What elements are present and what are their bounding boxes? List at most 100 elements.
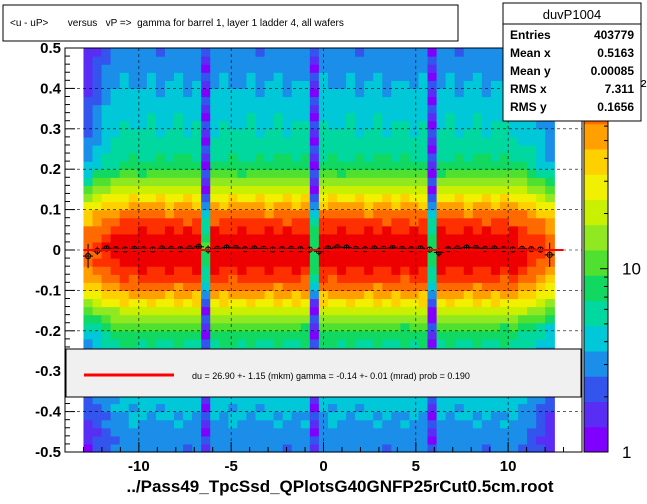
heatmap-cell [83,419,94,429]
heatmap-cell [273,64,284,73]
heatmap-cell [454,274,465,283]
heatmap-cell [237,266,248,275]
heatmap-cell [373,72,383,81]
heatmap-cell [481,290,492,300]
heatmap-cell [246,411,257,421]
heatmap-cell [155,185,166,195]
heatmap-cell [201,427,211,437]
heatmap-cell [355,298,365,308]
heatmap-cell [192,64,202,73]
heatmap-cell [246,403,257,413]
heatmap-cell [101,395,112,405]
heatmap-cell [237,298,248,308]
heatmap-cell [246,161,257,170]
heatmap-cell [545,201,555,211]
heatmap-cell [92,298,103,308]
stats-row-label: Mean x [510,46,551,60]
heatmap-cell [382,306,392,316]
heatmap-cell [219,48,229,57]
heatmap-cell [472,96,483,106]
heatmap-cell [454,64,465,73]
heatmap-cell [382,136,392,146]
heatmap-cell [228,193,238,203]
heatmap-cell [481,217,492,227]
heatmap-cell [255,217,266,227]
heatmap-cell [364,266,374,275]
heatmap-cell [128,427,139,437]
heatmap-cell [545,120,555,130]
heatmap-cell [527,209,537,219]
heatmap-cell [201,290,211,300]
heatmap-cell [481,435,492,445]
heatmap-cell [273,233,284,243]
heatmap-cell [101,144,112,154]
heatmap-cell [364,72,374,81]
heatmap-cell [509,136,519,146]
heatmap-cell [509,177,519,186]
heatmap-cell [327,322,338,332]
heatmap-cell [83,209,94,219]
heatmap-cell [164,250,175,259]
heatmap-cell [201,201,211,211]
heatmap-cell [128,104,139,114]
heatmap-cell [527,225,537,235]
heatmap-cell [454,128,465,138]
heatmap-cell [545,427,555,437]
heatmap-cell [219,266,229,275]
heatmap-cell [490,88,501,98]
heatmap-cell [463,435,474,445]
heatmap-cell [101,435,112,445]
heatmap-cell [445,169,456,178]
heatmap-cell [463,290,474,300]
heatmap-cell [418,104,429,114]
heatmap-cell [382,322,392,332]
heatmap-cell [164,161,175,170]
heatmap-cell [255,64,266,73]
heatmap-cell [346,298,356,308]
heatmap-cell [409,290,420,300]
heatmap-cell [300,104,311,114]
heatmap-cell [237,185,248,195]
heatmap-cell [436,169,447,178]
heatmap-cell [164,266,175,275]
heatmap-cell [282,56,293,65]
heatmap-cell [327,395,338,405]
heatmap-cell [282,233,293,243]
heatmap-cell [201,177,211,186]
heatmap-cell [418,395,429,405]
heatmap-cell [101,427,112,437]
heatmap-cell [445,161,456,170]
heatmap-cell [400,225,411,235]
heatmap-cell [436,322,447,332]
heatmap-cell [418,177,429,186]
heatmap-cell [418,169,429,178]
heatmap-cell [318,322,329,332]
heatmap-cell [327,128,338,138]
heatmap-cell [454,250,465,259]
heatmap-cell [128,136,139,146]
heatmap-cell [192,177,202,186]
heatmap-cell [228,48,238,57]
heatmap-cell [174,96,184,106]
heatmap-cell [445,306,456,316]
heatmap-cell [490,419,501,429]
heatmap-cell [273,56,284,65]
heatmap-cell [264,419,275,429]
heatmap-cell [391,120,401,130]
heatmap-cell [282,241,293,251]
heatmap-cell [391,233,401,243]
heatmap-cell [445,266,456,275]
heatmap-cell [128,177,139,186]
heatmap-cell [201,80,211,89]
heatmap-cell [246,104,257,114]
heatmap-cell [237,411,248,421]
heatmap-cell [472,185,483,195]
heatmap-cell [101,338,112,348]
heatmap-cell [164,282,175,291]
heatmap-cell [83,395,94,405]
heatmap-cell [300,177,311,186]
heatmap-cell [291,112,302,122]
heatmap-cell [409,177,420,186]
heatmap-cell [174,153,184,162]
heatmap-cell [364,56,374,65]
